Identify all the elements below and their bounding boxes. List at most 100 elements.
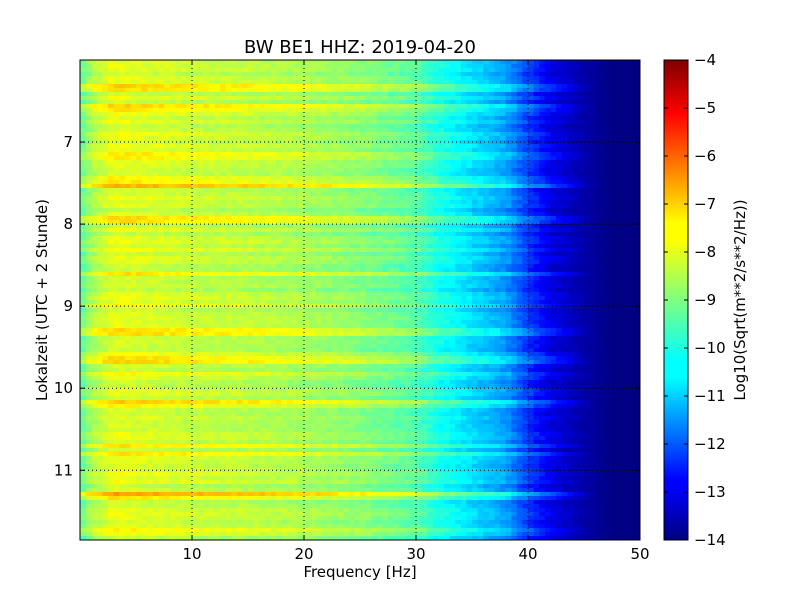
heatmap-cell	[158, 92, 165, 97]
heatmap-cell	[410, 200, 417, 205]
heatmap-cell	[589, 68, 596, 73]
heatmap-cell	[533, 216, 540, 221]
heatmap-cell	[466, 112, 473, 117]
heatmap-cell	[141, 180, 148, 185]
heatmap-cell	[494, 144, 501, 149]
heatmap-cell	[80, 220, 87, 225]
heatmap-cell	[220, 92, 227, 97]
heatmap-cell	[533, 236, 540, 241]
heatmap-cell	[136, 64, 143, 69]
heatmap-cell	[516, 140, 523, 145]
heatmap-cell	[102, 116, 109, 121]
heatmap-cell	[488, 164, 495, 169]
heatmap-cell	[449, 208, 456, 213]
heatmap-cell	[589, 124, 596, 129]
heatmap-cell	[561, 244, 568, 249]
heatmap-cell	[595, 104, 602, 109]
heatmap-cell	[494, 100, 501, 105]
heatmap-cell	[539, 96, 546, 101]
heatmap-cell	[287, 184, 294, 189]
heatmap-cell	[141, 184, 148, 189]
heatmap-cell	[242, 76, 249, 81]
heatmap-cell	[192, 164, 199, 169]
heatmap-cell	[578, 132, 585, 137]
heatmap-cell	[292, 208, 299, 213]
heatmap-cell	[343, 204, 350, 209]
heatmap-cell	[197, 72, 204, 77]
heatmap-cell	[427, 136, 434, 141]
heatmap-cell	[276, 104, 283, 109]
heatmap-cell	[584, 200, 591, 205]
heatmap-cell	[292, 64, 299, 69]
heatmap-cell	[460, 256, 467, 261]
heatmap-cell	[544, 60, 551, 65]
heatmap-cell	[556, 256, 563, 261]
heatmap-cell	[472, 148, 479, 153]
heatmap-cell	[432, 160, 439, 165]
heatmap-cell	[102, 60, 109, 65]
heatmap-cell	[180, 72, 187, 77]
heatmap-cell	[556, 96, 563, 101]
heatmap-cell	[208, 232, 215, 237]
heatmap-cell	[197, 92, 204, 97]
heatmap-cell	[505, 120, 512, 125]
heatmap-cell	[231, 100, 238, 105]
heatmap-cell	[164, 68, 171, 73]
heatmap-cell	[281, 68, 288, 73]
heatmap-cell	[186, 72, 193, 77]
heatmap-cell	[197, 220, 204, 225]
heatmap-cell	[231, 140, 238, 145]
heatmap-cell	[287, 208, 294, 213]
heatmap-cell	[304, 64, 311, 69]
heatmap-cell	[550, 152, 557, 157]
heatmap-cell	[113, 84, 120, 89]
heatmap-cell	[91, 212, 98, 217]
heatmap-cell	[584, 108, 591, 113]
heatmap-cell	[292, 240, 299, 245]
heatmap-cell	[124, 108, 131, 113]
heatmap-cell	[472, 168, 479, 173]
heatmap-cell	[108, 216, 115, 221]
heatmap-cell	[242, 84, 249, 89]
heatmap-cell	[511, 236, 518, 241]
heatmap-cell	[309, 128, 316, 133]
heatmap-cell	[578, 76, 585, 81]
heatmap-cell	[281, 232, 288, 237]
heatmap-cell	[466, 196, 473, 201]
heatmap-cell	[320, 180, 327, 185]
heatmap-cell	[410, 108, 417, 113]
heatmap-cell	[578, 120, 585, 125]
heatmap-cell	[427, 156, 434, 161]
heatmap-cell	[561, 76, 568, 81]
heatmap-cell	[589, 172, 596, 177]
heatmap-cell	[444, 208, 451, 213]
heatmap-cell	[556, 180, 563, 185]
heatmap-cell	[236, 104, 243, 109]
heatmap-cell	[152, 240, 159, 245]
heatmap-cell	[556, 232, 563, 237]
heatmap-cell	[242, 204, 249, 209]
heatmap-cell	[399, 232, 406, 237]
heatmap-cell	[354, 196, 361, 201]
heatmap-cell	[410, 256, 417, 261]
heatmap-cell	[130, 88, 137, 93]
heatmap-cell	[449, 68, 456, 73]
heatmap-cell	[304, 252, 311, 257]
heatmap-cell	[203, 248, 210, 253]
heatmap-cell	[472, 184, 479, 189]
heatmap-cell	[438, 112, 445, 117]
heatmap-cell	[444, 80, 451, 85]
heatmap-cell	[505, 108, 512, 113]
heatmap-cell	[477, 236, 484, 241]
heatmap-cell	[315, 232, 322, 237]
heatmap-cell	[130, 220, 137, 225]
heatmap-cell	[304, 128, 311, 133]
heatmap-cell	[236, 196, 243, 201]
heatmap-cell	[136, 68, 143, 73]
heatmap-cell	[472, 248, 479, 253]
heatmap-cell	[197, 124, 204, 129]
heatmap-cell	[287, 228, 294, 233]
heatmap-cell	[600, 152, 607, 157]
heatmap-cell	[180, 196, 187, 201]
heatmap-cell	[612, 108, 619, 113]
